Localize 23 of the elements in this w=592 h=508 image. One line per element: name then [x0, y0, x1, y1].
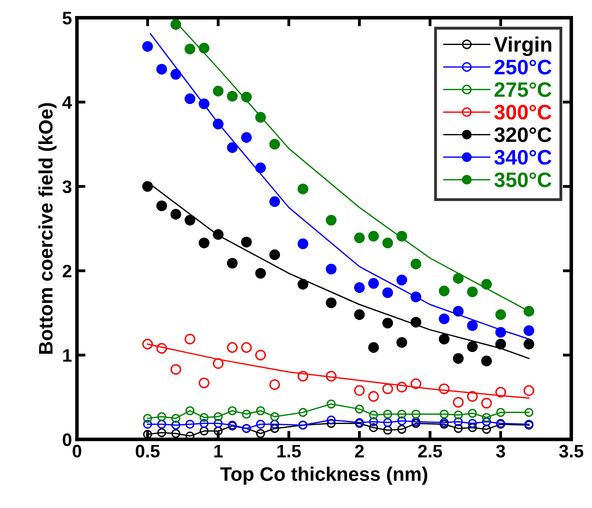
- x-tick-label: 1: [214, 444, 223, 458]
- y-axis-title: Bottom coercive field (kOe): [38, 103, 57, 354]
- legend-label: 275°C: [494, 82, 552, 98]
- y-tick-label: 5: [62, 12, 72, 24]
- y-tick-label: 1: [63, 349, 72, 362]
- y-tick-label: 2: [62, 264, 72, 278]
- x-tick-label: 1.5: [277, 444, 301, 458]
- legend-label: 340°C: [494, 150, 552, 165]
- y-tick-label: 4: [62, 96, 72, 109]
- x-tick-label: 2: [355, 444, 364, 458]
- x-tick-label: 0.5: [136, 444, 160, 458]
- x-tick-label: 3.5: [559, 444, 584, 458]
- legend-label: 350°C: [494, 172, 552, 188]
- x-axis-title: Top Co thickness (nm): [220, 466, 428, 485]
- legend-label: Virgin: [494, 36, 552, 56]
- legend-label: 300°C: [494, 104, 552, 120]
- y-tick-label: 3: [62, 180, 72, 194]
- y-tick-label: 0: [62, 433, 72, 446]
- legend-label: 320°C: [494, 127, 552, 142]
- legend-label: 250°C: [494, 60, 552, 74]
- x-tick-label: 3: [496, 444, 506, 458]
- x-tick-label: 0: [72, 444, 82, 458]
- x-tick-label: 2.5: [418, 444, 442, 458]
